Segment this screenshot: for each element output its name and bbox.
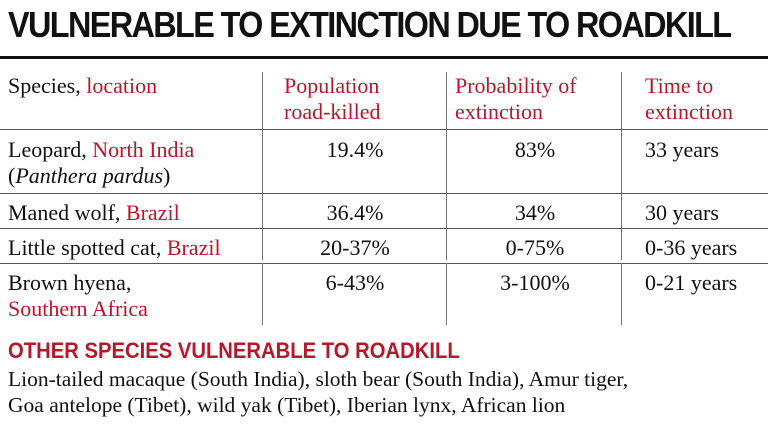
page-title: VULNERABLE TO EXTINCTION DUE TO ROADKILL xyxy=(8,4,732,45)
header-probability-line2: extinction xyxy=(455,99,543,124)
other-species-line: Goa antelope (Tibet), wild yak (Tibet), … xyxy=(8,393,566,417)
cell-time: 0-36 years xyxy=(645,235,738,260)
header-time-line2: extinction xyxy=(645,99,733,124)
row-divider xyxy=(0,193,768,194)
species-location: North India xyxy=(92,137,195,162)
cell-population: 19.4% xyxy=(326,137,384,162)
cell-species: Brown hyena, Southern Africa xyxy=(8,270,148,322)
cell-probability: 83% xyxy=(514,137,556,162)
cell-probability: 34% xyxy=(514,200,556,225)
header-location-label: location xyxy=(86,73,158,98)
row-divider xyxy=(0,263,768,264)
header-population-line1: Population xyxy=(284,73,380,98)
cell-species: Maned wolf, Brazil xyxy=(8,200,180,226)
species-name: Leopard, xyxy=(8,137,87,162)
column-divider xyxy=(262,72,263,260)
row-divider xyxy=(0,129,768,130)
species-name: Brown hyena, xyxy=(8,270,132,295)
title-rule xyxy=(0,56,768,59)
scientific-name: Panthera pardus xyxy=(15,163,164,188)
cell-probability: 3-100% xyxy=(500,270,570,295)
other-species-list: Lion-tailed macaque (South India), sloth… xyxy=(8,366,768,418)
header-population-line2: road-killed xyxy=(284,99,381,124)
column-divider xyxy=(446,263,447,325)
cell-population: 20-37% xyxy=(320,235,390,260)
header-species-label: Species, xyxy=(8,73,81,98)
header-probability: Probability of extinction xyxy=(455,73,577,125)
column-divider xyxy=(621,72,622,260)
cell-probability: 0-75% xyxy=(505,235,565,260)
cell-population: 6-43% xyxy=(325,270,385,295)
cell-species: Leopard, North India (Panthera pardus) xyxy=(8,137,195,188)
other-species-line: Lion-tailed macaque (South India), sloth… xyxy=(8,367,629,391)
cell-time: 30 years xyxy=(645,200,719,225)
column-divider xyxy=(621,263,622,325)
cell-time: 0-21 years xyxy=(645,270,738,295)
species-location: Brazil xyxy=(125,200,180,225)
header-time-line1: Time to xyxy=(645,73,714,98)
column-divider xyxy=(262,263,263,325)
species-name: Little spotted cat, xyxy=(8,235,162,260)
cell-population: 36.4% xyxy=(326,200,384,225)
header-population: Population road-killed xyxy=(284,73,381,125)
header-time: Time to extinction xyxy=(645,73,733,125)
cell-time: 33 years xyxy=(645,137,719,162)
row-divider xyxy=(0,228,768,229)
species-location: Brazil xyxy=(166,235,221,260)
other-species-heading: OTHER SPECIES VULNERABLE TO ROADKILL xyxy=(8,338,460,363)
column-divider xyxy=(446,72,447,260)
header-probability-line1: Probability of xyxy=(455,73,577,98)
cell-species: Little spotted cat, Brazil xyxy=(8,235,221,261)
species-location: Southern Africa xyxy=(8,296,148,321)
species-name: Maned wolf, xyxy=(8,200,121,225)
header-species: Species, location xyxy=(8,73,157,99)
